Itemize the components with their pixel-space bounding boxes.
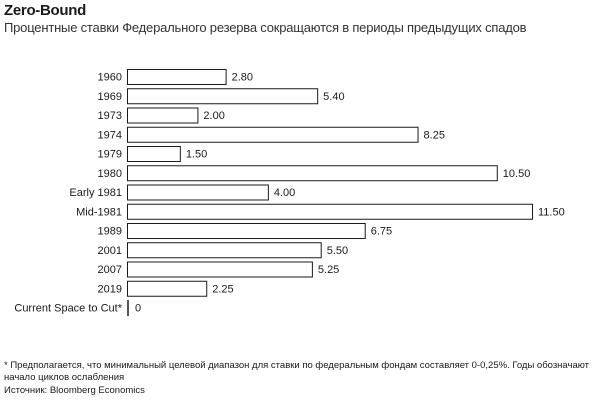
bar-chart: 1960 2.80 1969 5.40 1973 2.00 1974 8.25 1979 1.50… <box>14 69 565 316</box>
category-label: Current Space to Cut* <box>14 303 122 315</box>
footnote: * Предполагается, что минимальный целево… <box>4 360 590 383</box>
category-label: Mid-1981 <box>76 206 122 218</box>
bar <box>127 280 208 297</box>
source-note: Источник: Bloomberg Economics <box>4 385 145 396</box>
bar <box>127 261 313 278</box>
value-label: 5.50 <box>327 245 348 257</box>
category-label: 1974 <box>98 129 122 141</box>
chart-title: Zero-Bound <box>4 2 86 19</box>
category-label: 2007 <box>98 264 122 276</box>
bar <box>127 146 181 162</box>
category-label: Early 1981 <box>69 187 122 199</box>
value-label: 2.00 <box>203 110 224 122</box>
category-label: 1960 <box>98 72 122 84</box>
category-label: 1969 <box>98 91 122 103</box>
bar <box>127 184 269 201</box>
category-label: 1989 <box>98 226 122 238</box>
bar <box>127 223 366 239</box>
value-label: 2.25 <box>212 283 233 295</box>
value-label: 11.50 <box>538 206 565 218</box>
category-label: 1973 <box>98 110 122 122</box>
value-label: 5.25 <box>318 264 339 276</box>
value-label: 2.80 <box>232 72 253 84</box>
bar <box>127 242 322 259</box>
bar <box>127 69 227 85</box>
value-label: 8.25 <box>424 129 445 141</box>
value-label: 5.40 <box>323 91 344 103</box>
bar <box>127 126 419 143</box>
category-label: 2019 <box>98 283 122 295</box>
chart-subtitle: Процентные ставки Федерального резерва с… <box>4 20 527 35</box>
value-label: 6.75 <box>371 226 392 238</box>
category-label: 1979 <box>98 149 122 161</box>
value-label: 4.00 <box>274 187 295 199</box>
bar <box>127 300 129 316</box>
category-label: 1980 <box>98 168 122 180</box>
bar <box>127 203 533 220</box>
category-label: 2001 <box>98 245 122 257</box>
bar <box>127 165 498 182</box>
bar <box>127 107 199 124</box>
value-label: 10.50 <box>503 168 531 180</box>
value-label: 1.50 <box>186 149 207 161</box>
value-label: 0 <box>135 303 141 315</box>
bar <box>127 88 319 105</box>
